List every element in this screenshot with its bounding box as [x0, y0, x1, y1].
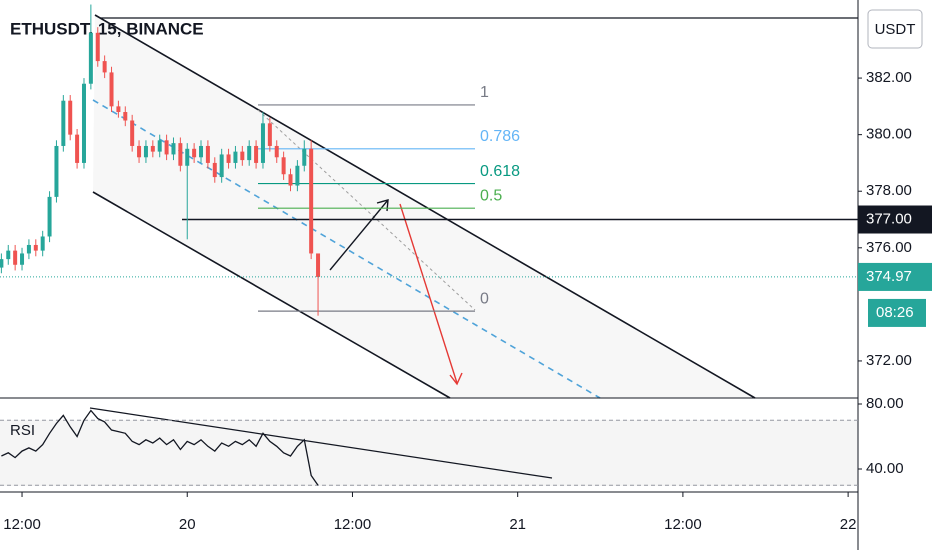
candle-body: [109, 72, 114, 107]
candle-body: [6, 250, 11, 260]
candle-body: [20, 253, 25, 265]
candle-body: [316, 253, 321, 277]
candle-body: [240, 151, 245, 161]
fib-label: 0.618: [480, 163, 520, 180]
hline-label-box: [858, 205, 932, 234]
candle-body: [212, 162, 217, 178]
chart-title: ETHUSDT, 15, BINANCE: [10, 19, 204, 38]
arrow-down: [399, 203, 458, 384]
candle-body: [61, 100, 66, 146]
y-tick-label: 382.00: [866, 69, 912, 86]
candle-body: [164, 140, 169, 155]
candle-body: [68, 100, 73, 135]
rsi-band-fill: [0, 420, 858, 486]
candle-body: [274, 145, 279, 158]
rsi-line: [1, 409, 319, 486]
channel-upper: [94, 14, 756, 399]
arrow-up-head: [376, 199, 389, 212]
candle-body: [260, 123, 265, 163]
candle-body: [54, 145, 59, 197]
hline-label: 377.00: [866, 210, 912, 227]
x-tick-label: 22: [840, 516, 857, 533]
candle-body: [192, 148, 197, 158]
rsi-y-tick-label: 80.00: [866, 395, 904, 412]
candle-body: [157, 140, 162, 152]
candle-body: [309, 148, 314, 254]
candle-body: [137, 145, 142, 158]
x-tick-label: 12:00: [334, 516, 372, 533]
candle-body: [247, 145, 252, 161]
arrow-up: [329, 199, 389, 271]
y-tick-label: 378.00: [866, 182, 912, 199]
candle-body: [0, 259, 4, 268]
candle-body: [233, 151, 238, 163]
candle-body: [150, 145, 155, 152]
fib-trend: [257, 109, 476, 311]
last-price-label: 374.97: [866, 268, 912, 285]
fib-label: 0.5: [480, 187, 502, 204]
fib-label: 0.786: [480, 128, 520, 145]
candle-body: [123, 112, 128, 121]
x-tick-label: 21: [509, 516, 526, 533]
candle-body: [267, 123, 272, 146]
x-tick-label: 20: [179, 516, 196, 533]
candle-body: [130, 120, 135, 146]
candle-body: [13, 250, 18, 265]
fib-label: 1: [480, 84, 489, 101]
x-tick-label: 12:00: [3, 516, 41, 533]
candle-body: [288, 174, 293, 186]
fib-label: 0: [480, 290, 489, 307]
candle-body: [75, 134, 80, 163]
candle-body: [226, 154, 231, 163]
candle-body: [81, 83, 86, 163]
candle-body: [47, 196, 52, 237]
candle-body: [205, 145, 210, 163]
rsi-y-tick-label: 40.00: [866, 460, 904, 477]
candle-body: [171, 143, 176, 155]
candle-body: [33, 244, 38, 251]
candle-body: [302, 148, 307, 166]
countdown: 08:26: [876, 304, 914, 321]
candle-body: [185, 148, 190, 166]
candle-body: [254, 145, 259, 163]
y-tick-label: 380.00: [866, 126, 912, 143]
y-tick-label: 376.00: [866, 239, 912, 256]
candle-body: [88, 32, 93, 84]
rsi-label: RSI: [10, 422, 35, 439]
candle-body: [116, 106, 121, 113]
candle-body: [295, 165, 300, 186]
candle-body: [178, 143, 183, 166]
currency-box[interactable]: [867, 9, 923, 49]
candle-body: [199, 145, 204, 158]
channel-lower: [92, 191, 451, 399]
candle-body: [281, 157, 286, 175]
y-tick-label: 372.00: [866, 352, 912, 369]
currency: USDT: [875, 21, 916, 38]
countdown-box: [868, 298, 926, 327]
candle-body: [102, 61, 107, 73]
candle-body: [26, 244, 31, 254]
x-tick-label: 12:00: [664, 516, 702, 533]
candle-body: [143, 145, 148, 158]
rsi-trendline: [89, 407, 553, 479]
candle-body: [95, 32, 100, 62]
candle-body: [40, 236, 45, 251]
candle-body: [219, 154, 224, 178]
last-price-box: [858, 262, 932, 291]
arrow-down-head: [449, 372, 463, 386]
